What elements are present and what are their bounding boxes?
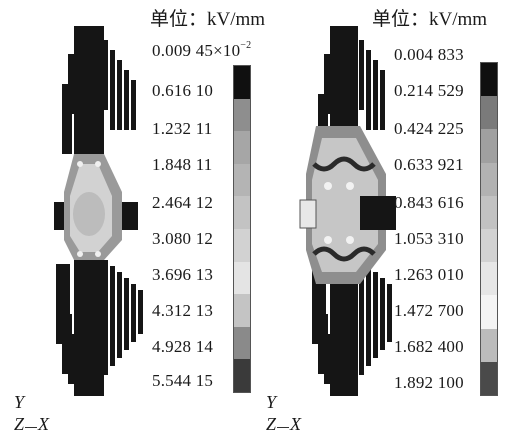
colorbar-segment [481,328,497,362]
scale-label: 4.928 14 [152,337,214,356]
scale-label: 3.696 13 [152,265,214,284]
colorbar-segment [234,261,250,295]
colorbar-segment [234,131,250,164]
scale-label: 1.682 400 [394,337,464,356]
scale-label: 0.004 833 [394,45,464,64]
colorbar [233,65,251,393]
scale-label: 0.633 921 [394,155,464,174]
colorbar-segment [234,359,250,392]
colorbar [480,62,498,396]
scale-label: 4.312 13 [152,301,214,320]
colorbar-segment [481,162,497,196]
scale-label: 5.544 15 [152,371,214,390]
scale-label: 1.232 11 [152,119,213,138]
scale-label: 1.848 11 [152,155,213,174]
colorbar-segment [234,228,250,262]
unit-label: 单位：kV/mm [372,9,488,30]
axis-y-label: Y [266,392,277,412]
insulator-model-right [299,26,396,396]
colorbar-segment [234,66,250,99]
colorbar-segment [481,129,497,163]
scale-label: 1.263 010 [394,265,464,284]
scale-label: 3.080 12 [152,229,214,248]
scale-label-first: 0.009 45×10−2 [152,40,252,60]
scale-label: 0.214 529 [394,81,464,100]
colorbar-segment [481,96,497,130]
scale-label: 1.892 100 [394,373,464,392]
colorbar-segment [234,196,250,229]
colorbar-segment [481,229,497,263]
colorbar-segment [481,361,497,396]
colorbar-segment [234,163,250,197]
unit-label: 单位：kV/mm [150,9,266,30]
colorbar-segment [481,295,497,329]
scale-label: 1.472 700 [394,301,464,320]
colorbar-segment [481,63,497,97]
left-panel: 单位：kV/mm 0.009 45×10−2 0.616 10 1.232 11… [14,9,265,434]
axis-y-label: Y [14,392,25,412]
scale-label: 0.424 225 [394,119,464,138]
colorbar-segment [234,98,250,132]
scale-label: 0.843 616 [394,193,464,212]
colorbar-segment [234,294,250,327]
colorbar-segment [234,326,250,360]
scale-label: 0.616 10 [152,81,214,100]
insulator-model-left [54,26,143,396]
colorbar-segment [481,195,497,230]
scale-label: 2.464 12 [152,193,214,212]
colorbar-segment [481,262,497,296]
right-panel: 单位：kV/mm 0.004 833 0.214 529 0.424 225 0… [254,0,508,442]
scale-label: 1.053 310 [394,229,464,248]
